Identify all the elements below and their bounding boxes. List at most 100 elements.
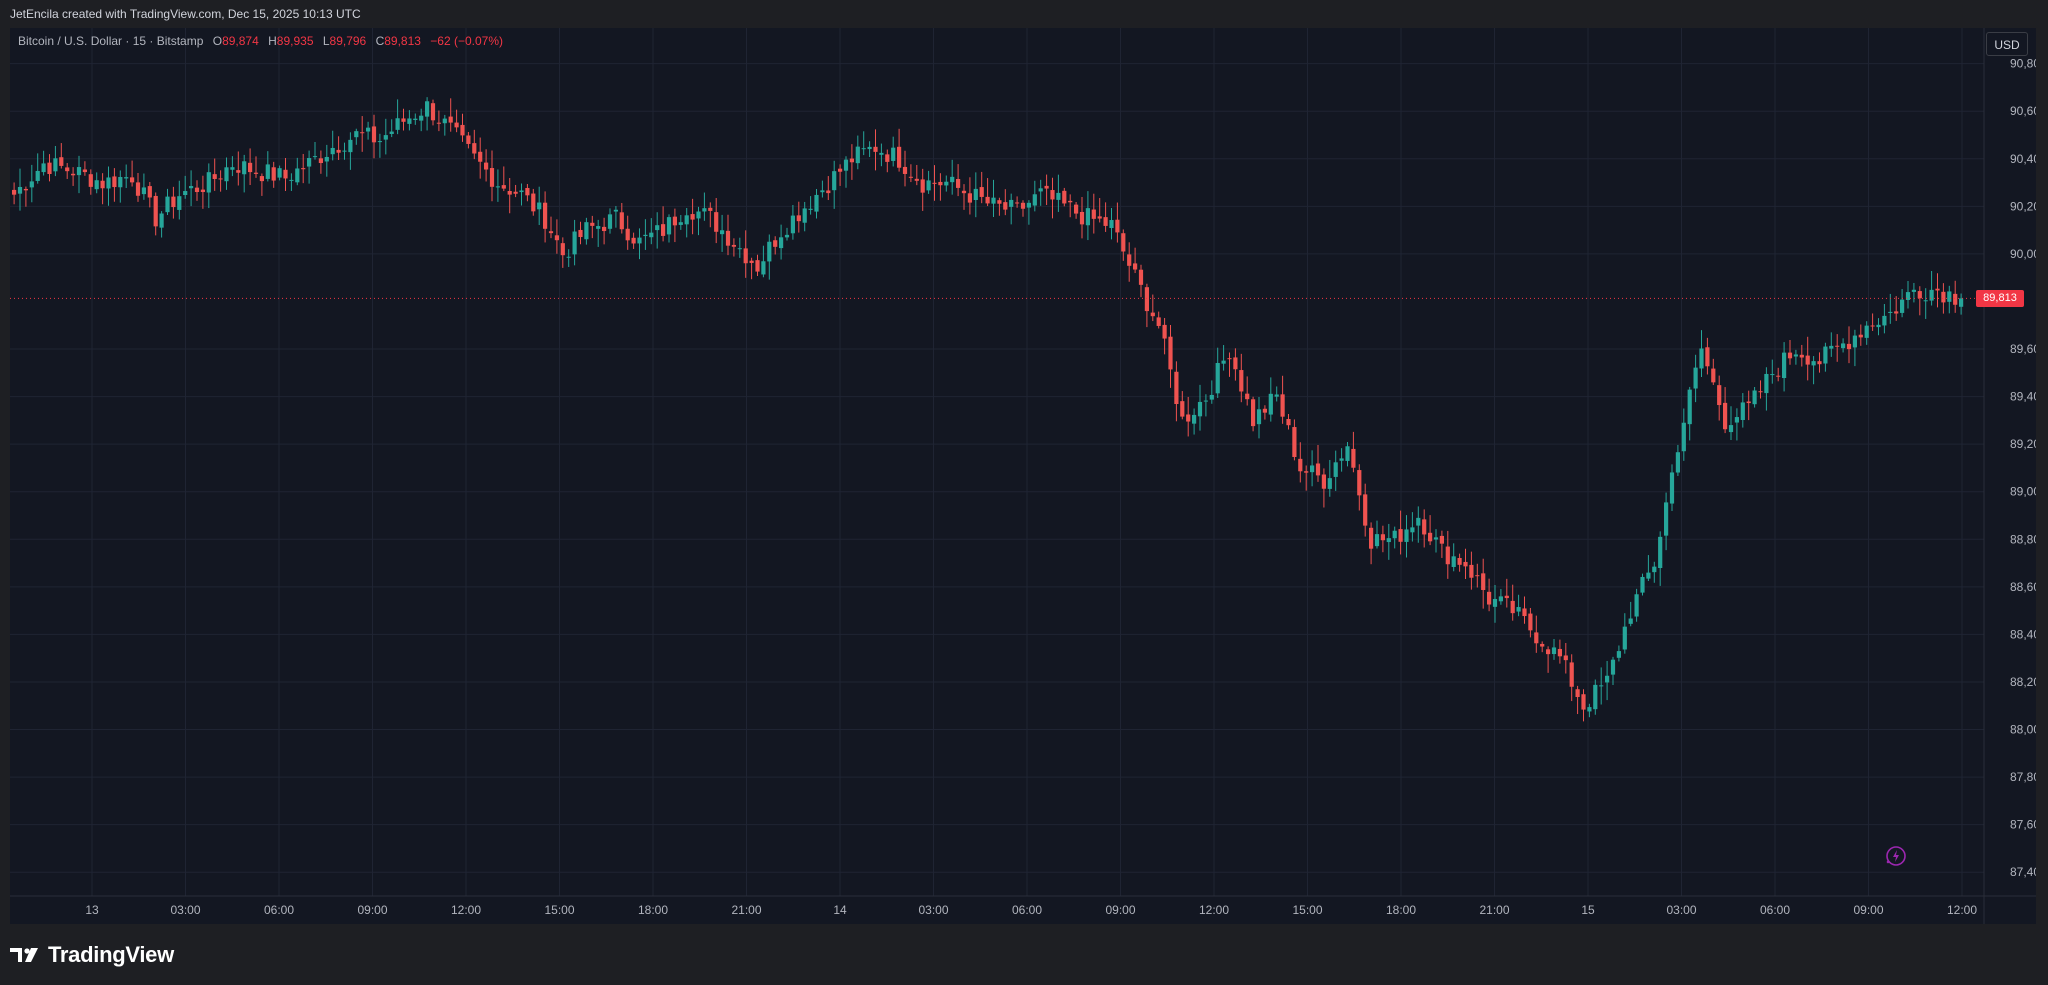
close-value: 89,813 bbox=[384, 34, 421, 48]
candle-body bbox=[1062, 190, 1067, 204]
low-value: 89,796 bbox=[329, 34, 367, 48]
candle-body bbox=[1262, 408, 1267, 413]
candle-body bbox=[47, 162, 52, 174]
candle-body bbox=[1357, 470, 1362, 496]
candle-body bbox=[206, 172, 211, 193]
x-tick-label: 03:00 bbox=[918, 903, 948, 917]
candle-body bbox=[1026, 202, 1031, 208]
currency-button[interactable]: USD bbox=[1986, 32, 2028, 56]
candle-body bbox=[1705, 347, 1710, 367]
candle-body bbox=[625, 228, 630, 241]
candle-body bbox=[1870, 325, 1875, 327]
x-tick-label: 21:00 bbox=[1479, 903, 1509, 917]
candle-body bbox=[643, 234, 648, 237]
candle-body bbox=[1162, 324, 1167, 339]
y-tick-label: 90,400 bbox=[2010, 152, 2036, 166]
symbol-label: Bitcoin / U.S. Dollar · 15 · Bitstamp bbox=[18, 34, 204, 48]
candle-body bbox=[1640, 576, 1645, 593]
candle-body bbox=[1333, 462, 1338, 477]
candle-body bbox=[1103, 217, 1108, 226]
candle-body bbox=[1829, 345, 1834, 349]
candle-body bbox=[1858, 334, 1863, 338]
candle-body bbox=[554, 235, 559, 241]
candle-body bbox=[436, 122, 441, 124]
flash-icon[interactable] bbox=[1884, 844, 1908, 868]
candle-body bbox=[242, 161, 247, 175]
candle-body bbox=[897, 146, 902, 168]
x-tick-label: 12:00 bbox=[1199, 903, 1229, 917]
candle-body bbox=[1900, 299, 1905, 313]
candle-body bbox=[1787, 352, 1793, 359]
candle-body bbox=[560, 243, 565, 256]
candle-body bbox=[548, 231, 554, 234]
candle-body bbox=[1251, 399, 1256, 427]
candle-body bbox=[1823, 346, 1828, 364]
candle-body bbox=[1380, 534, 1385, 541]
candle-body bbox=[1675, 452, 1680, 473]
candle-body bbox=[82, 169, 87, 173]
low-label: L bbox=[322, 34, 330, 48]
candle-body bbox=[1563, 655, 1568, 661]
candle-body bbox=[908, 176, 913, 178]
candle-body bbox=[1321, 474, 1326, 489]
candle-body bbox=[289, 179, 294, 181]
candle-body bbox=[1457, 557, 1462, 565]
candle-body bbox=[112, 176, 117, 188]
candle-body bbox=[342, 150, 347, 152]
candle-body bbox=[566, 256, 571, 258]
candle-body bbox=[1032, 194, 1037, 206]
candle-body bbox=[519, 190, 524, 193]
candle-body bbox=[1256, 409, 1262, 425]
candle-body bbox=[141, 187, 146, 195]
candle-body bbox=[430, 103, 436, 121]
x-tick-label: 06:00 bbox=[264, 903, 294, 917]
candle-body bbox=[843, 159, 849, 171]
y-tick-label: 88,000 bbox=[2010, 723, 2036, 737]
candle-body bbox=[1068, 200, 1073, 203]
candle-body bbox=[1510, 600, 1515, 614]
candle-body bbox=[1056, 192, 1061, 200]
chart-area[interactable]: 90,800 90,600 90,400 90,200 90,000 89,600 89,4… bbox=[10, 28, 2036, 924]
candle-body bbox=[938, 181, 943, 186]
candle-body bbox=[1793, 354, 1798, 357]
candle-body bbox=[1593, 684, 1598, 710]
candle-body bbox=[336, 149, 341, 153]
price-chart[interactable]: 90,800 90,600 90,400 90,200 90,000 89,600 89,4… bbox=[10, 28, 2036, 924]
y-tick-label: 88,600 bbox=[2010, 580, 2036, 594]
tradingview-logo-icon bbox=[10, 947, 38, 962]
candle-body bbox=[1433, 537, 1439, 540]
candle-body bbox=[1540, 643, 1545, 647]
candle-body bbox=[873, 146, 878, 152]
candle-body bbox=[224, 167, 229, 182]
candle-body bbox=[784, 234, 790, 238]
candle-body bbox=[153, 195, 158, 227]
candle-body bbox=[950, 176, 955, 183]
candle-body bbox=[1905, 292, 1911, 300]
candle-body bbox=[1599, 685, 1604, 687]
candle-body bbox=[100, 180, 105, 189]
candle-body bbox=[602, 226, 607, 232]
candle-body bbox=[484, 162, 489, 170]
candle-body bbox=[472, 143, 477, 154]
candle-body bbox=[855, 146, 860, 164]
y-tick-label: 87,400 bbox=[2010, 865, 2036, 879]
candle-body bbox=[1616, 651, 1621, 658]
candle-body bbox=[743, 248, 748, 264]
candle-body bbox=[489, 168, 495, 187]
candle-body bbox=[1740, 402, 1745, 421]
attribution-header: JetEncila created with TradingView.com, … bbox=[0, 0, 2048, 28]
candle-body bbox=[1439, 535, 1444, 544]
candle-body bbox=[1020, 202, 1026, 209]
candle-body bbox=[920, 179, 925, 193]
candle-body bbox=[1481, 573, 1486, 590]
candle-body bbox=[661, 224, 666, 236]
candle-body bbox=[1233, 357, 1238, 370]
candle-body bbox=[1669, 472, 1675, 504]
candle-body bbox=[395, 118, 400, 130]
x-tick-label: 13 bbox=[85, 903, 99, 917]
candle-body bbox=[1150, 312, 1155, 317]
candle-body bbox=[1622, 626, 1627, 650]
candle-body bbox=[1109, 220, 1114, 229]
candle-body bbox=[1935, 288, 1940, 291]
y-tick-label: 88,200 bbox=[2010, 675, 2036, 689]
